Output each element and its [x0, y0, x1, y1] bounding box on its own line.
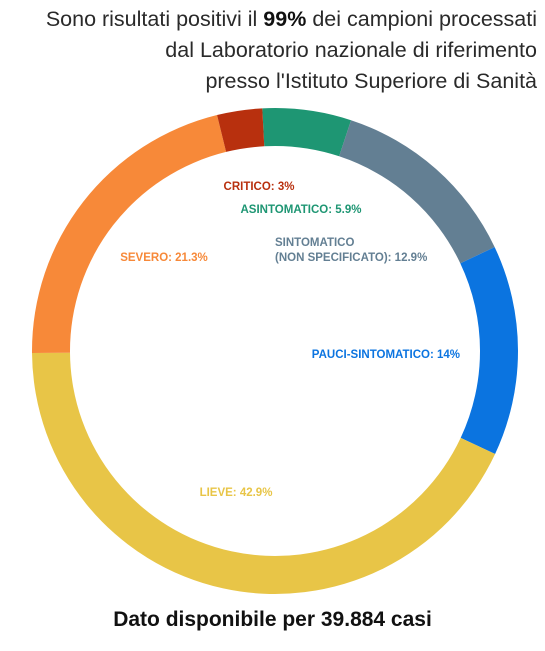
title-line-3: presso l'Istituto Superiore di Sanità [205, 69, 537, 93]
slice-lieve [32, 352, 496, 594]
label-pauci-sintomatico: PAUCI-SINTOMATICO: 14% [312, 349, 460, 361]
title-line-1: Sono risultati positivi il 99% dei campi… [45, 7, 537, 31]
label-critico: CRITICO: 3% [224, 181, 295, 193]
slice-severo [31, 115, 227, 354]
highlight-percentage: 99% [263, 7, 307, 31]
slice-asintomatico [262, 108, 352, 157]
label-lieve: LIEVE: 42.9% [200, 487, 273, 499]
label-sintomatico-non-specificato: SINTOMATICO (NON SPECIFICATO): 12.9% [275, 237, 427, 264]
footer-note: Dato disponibile per 39.884 casi [113, 608, 432, 631]
label-severo: SEVERO: 21.3% [120, 252, 208, 264]
label-asintomatico: ASINTOMATICO: 5.9% [241, 204, 362, 216]
slice-critico [217, 108, 265, 152]
slice-sintomatico-non-specificato [339, 120, 495, 264]
title-line-2: dal Laboratorio nazionale di riferimento [165, 38, 537, 62]
slice-pauci-sintomatico [460, 247, 518, 455]
chart-title: Sono risultati positivi il 99% dei campi… [46, 4, 537, 97]
